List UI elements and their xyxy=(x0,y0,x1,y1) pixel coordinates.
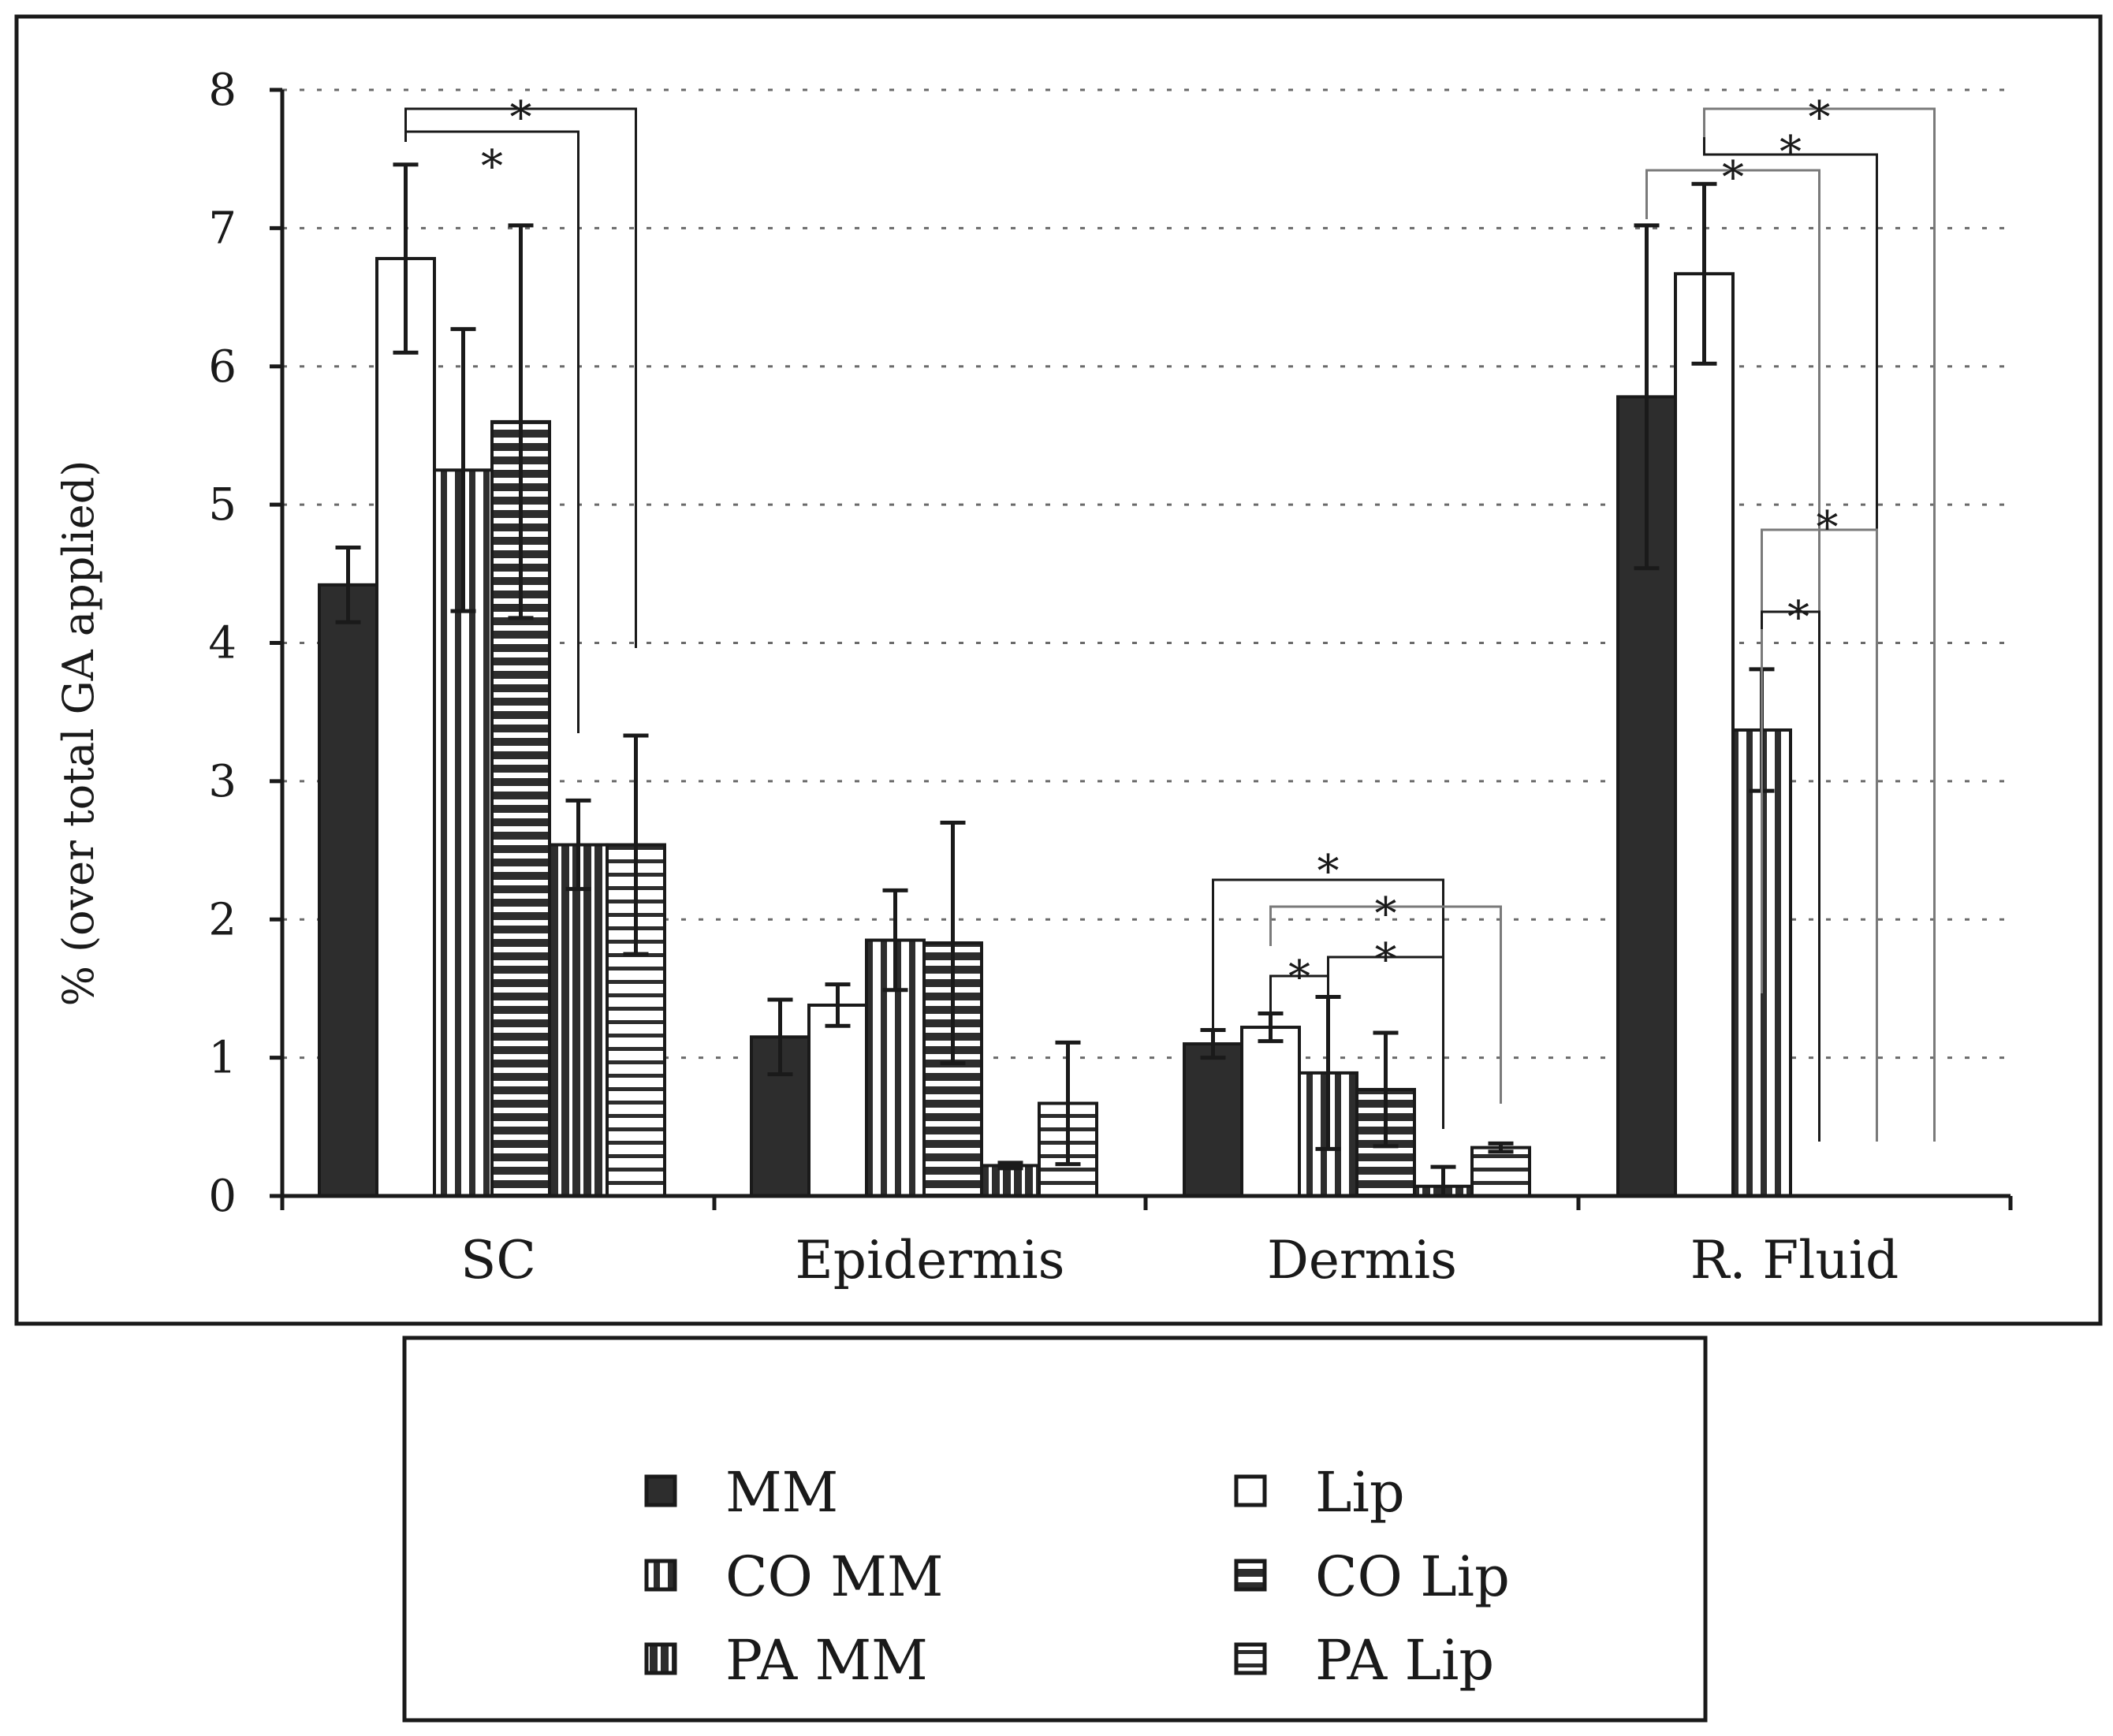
x-tick-label-r-fluid: R. Fluid xyxy=(1690,1230,1899,1291)
x-tick-label-sc: SC xyxy=(460,1230,536,1291)
bar-lip-dermis xyxy=(1240,1026,1301,1198)
bar-mm-dermis xyxy=(1183,1042,1243,1198)
significance-bracket-r-fluid-10 xyxy=(1761,528,1878,1142)
legend-swatch-co-mm xyxy=(644,1559,677,1592)
bar-pa-lip-dermis xyxy=(1470,1146,1531,1198)
legend-label-mm: MM xyxy=(725,1460,838,1525)
y-tick-label-0: 0 xyxy=(208,1171,237,1222)
x-tick-label-epidermis: Epidermis xyxy=(796,1230,1065,1291)
y-tick-label-4: 4 xyxy=(208,618,237,669)
significance-star-dermis-6: * xyxy=(1375,934,1397,985)
x-tick-label-dermis: Dermis xyxy=(1267,1230,1457,1291)
legend-label-pa-mm: PA MM xyxy=(725,1628,928,1693)
significance-star-r-fluid-9: * xyxy=(1722,152,1744,203)
bar-lip-r-fluid xyxy=(1674,272,1735,1198)
significance-bracket-sc-1 xyxy=(404,107,637,648)
y-tick-label-6: 6 xyxy=(208,341,237,393)
significance-star-dermis-4: * xyxy=(1375,888,1397,940)
bar-lip-epidermis xyxy=(807,1003,868,1198)
legend-box xyxy=(402,1336,1708,1723)
significance-star-sc-1: * xyxy=(510,92,532,143)
significance-bracket-r-fluid-7 xyxy=(1703,107,1936,1142)
y-tick-label-5: 5 xyxy=(208,479,237,531)
bar-pa-mm-sc xyxy=(548,843,609,1198)
y-tick-label-7: 7 xyxy=(208,203,237,254)
axes: 0 1 2 3 4 5 6 7 8 SC Epidermis Dermis R. Fluid xyxy=(208,65,2013,1291)
y-tick-label-8: 8 xyxy=(208,65,237,116)
legend: MM Lip CO MM CO Lip PA MM PA Lip xyxy=(644,1460,1510,1693)
legend-swatch-pa-lip xyxy=(1234,1642,1267,1675)
significance-star-r-fluid-7: * xyxy=(1809,92,1831,143)
bar-lip-sc xyxy=(375,256,436,1198)
legend-label-co-lip: CO Lip xyxy=(1315,1544,1510,1609)
significance-star-r-fluid-10: * xyxy=(1817,502,1839,553)
significance-star-dermis-3: * xyxy=(1317,846,1340,897)
legend-swatch-co-lip xyxy=(1234,1559,1267,1592)
significance-star-r-fluid-11: * xyxy=(1787,592,1809,643)
significance-bracket-dermis-6 xyxy=(1327,956,1444,1127)
legend-swatch-mm xyxy=(644,1474,677,1507)
legend-label-pa-lip: PA Lip xyxy=(1315,1628,1494,1693)
significance-star-dermis-5: * xyxy=(1288,952,1310,1003)
bar-mm-sc xyxy=(318,583,378,1198)
legend-label-co-mm: CO MM xyxy=(725,1544,944,1609)
significance-star-sc-2: * xyxy=(481,141,503,192)
legend-swatch-lip xyxy=(1234,1474,1267,1507)
y-axis-label: % (over total GA applied) xyxy=(54,460,103,1007)
y-tick-label-1: 1 xyxy=(208,1033,237,1084)
y-tick-label-2: 2 xyxy=(208,894,237,945)
legend-swatch-pa-mm xyxy=(644,1642,677,1675)
significance-bracket-sc-2 xyxy=(404,130,579,733)
significance-brackets: ***** ****** xyxy=(404,92,1936,1142)
significance-bracket-r-fluid-11 xyxy=(1761,610,1820,1142)
legend-label-lip: Lip xyxy=(1315,1460,1405,1525)
significance-bracket-dermis-4 xyxy=(1269,905,1502,1104)
y-tick-label-3: 3 xyxy=(208,756,237,807)
